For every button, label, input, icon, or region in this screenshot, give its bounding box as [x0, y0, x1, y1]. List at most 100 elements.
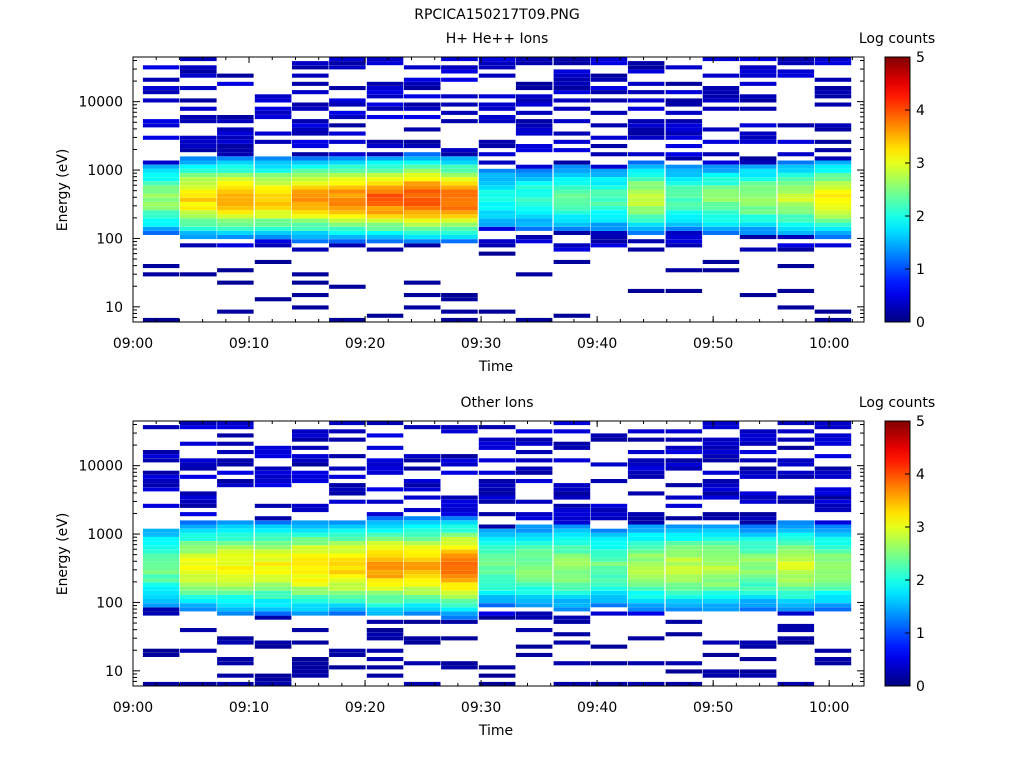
heatmap-cell — [478, 65, 516, 70]
heatmap-cell — [627, 152, 665, 157]
heatmap-cell — [739, 235, 777, 240]
heatmap-cell — [739, 181, 777, 186]
heatmap-cell — [254, 570, 292, 575]
heatmap-cell — [553, 528, 591, 533]
heatmap-cell — [665, 168, 703, 173]
heatmap-cell — [366, 235, 404, 240]
heatmap-cell — [739, 532, 777, 537]
heatmap-cell — [142, 565, 180, 570]
heatmap-cell — [739, 553, 777, 558]
panel-h-he-ions: H+ He++ Ions 09:00 09:10 09:20 09:30 09:40 09… — [55, 31, 935, 375]
heatmap-cell — [329, 218, 366, 223]
heatmap-cell — [254, 98, 292, 103]
heatmap-cell — [553, 181, 591, 186]
heatmap-cell — [553, 495, 591, 500]
heatmap-cell — [814, 437, 852, 442]
heatmap-cell — [403, 516, 441, 521]
heatmap-cell — [142, 222, 180, 227]
heatmap-cell — [702, 652, 740, 657]
heatmap-cell — [665, 586, 703, 591]
y-axis-label: Energy (eV) — [55, 149, 71, 232]
heatmap-cell — [702, 421, 740, 426]
heatmap-cell — [553, 193, 591, 198]
heatmap-cell — [478, 73, 516, 78]
heatmap-cell — [366, 139, 404, 144]
heatmap-cell — [515, 123, 553, 128]
heatmap-cell — [329, 466, 366, 471]
heatmap-cell — [366, 657, 404, 662]
heatmap-cell — [814, 499, 852, 504]
heatmap-cell — [366, 565, 404, 570]
heatmap-cell — [180, 86, 217, 91]
heatmap-cell — [292, 520, 329, 525]
heatmap-cell — [515, 466, 553, 471]
heatmap-cell — [590, 235, 628, 240]
heatmap-cell — [329, 586, 366, 591]
heatmap-cell — [627, 168, 665, 173]
heatmap-cell — [478, 590, 516, 595]
x-tick-label: 09:40 — [577, 700, 617, 716]
heatmap-cell — [142, 561, 180, 566]
y-tick-label: 10000 — [78, 95, 123, 111]
heatmap-cell — [627, 586, 665, 591]
heatmap-cell — [478, 553, 516, 558]
heatmap-cell — [292, 272, 329, 277]
heatmap-cell — [441, 297, 478, 302]
heatmap-cell — [329, 243, 366, 248]
heatmap-cell — [254, 160, 292, 165]
heatmap-cell — [627, 532, 665, 537]
heatmap-cell — [292, 594, 329, 599]
heatmap-cell — [142, 553, 180, 558]
heatmap-cell — [814, 570, 852, 575]
heatmap-cell — [627, 561, 665, 566]
heatmap-cell — [739, 458, 777, 463]
heatmap-cells — [142, 421, 852, 686]
heatmap-cell — [254, 239, 292, 244]
heatmap-cell — [627, 545, 665, 550]
heatmap-cell — [702, 214, 740, 219]
heatmap-cell — [254, 259, 292, 264]
heatmap-cell — [515, 239, 553, 244]
heatmap-cell — [217, 144, 254, 149]
heatmap-cell — [478, 495, 516, 500]
heatmap-cell — [590, 90, 628, 95]
heatmap-cell — [366, 189, 404, 194]
heatmap-cell — [292, 214, 329, 219]
heatmap-cell — [777, 243, 815, 248]
heatmap-cell — [814, 181, 852, 186]
heatmap-cell — [590, 144, 628, 149]
heatmap-cell — [777, 545, 815, 550]
heatmap-cell — [403, 168, 441, 173]
heatmap-cell — [292, 508, 329, 513]
heatmap-cell — [665, 599, 703, 604]
heatmap-cell — [217, 561, 254, 566]
heatmap-cell — [403, 81, 441, 86]
y-tick-label: 1000 — [87, 163, 123, 179]
heatmap-cell — [478, 561, 516, 566]
heatmap-cell — [553, 520, 591, 525]
heatmap-cell — [180, 681, 217, 686]
heatmap-cell — [254, 226, 292, 231]
heatmap-cell — [702, 445, 740, 450]
heatmap-cell — [590, 243, 628, 248]
heatmap-cell — [217, 172, 254, 177]
heatmap-cell — [292, 549, 329, 554]
heatmap-cell — [777, 181, 815, 186]
heatmap-cell — [142, 181, 180, 186]
heatmap-cell — [292, 181, 329, 186]
heatmap-cell — [515, 197, 553, 202]
heatmap-cell — [217, 661, 254, 666]
heatmap-cell — [441, 110, 478, 115]
heatmap-cell — [777, 197, 815, 202]
heatmap-cell — [739, 437, 777, 442]
heatmap-cell — [180, 106, 217, 111]
heatmap-cell — [329, 541, 366, 546]
heatmap-cell — [665, 495, 703, 500]
heatmap-cell — [515, 536, 553, 541]
heatmap-cell — [217, 636, 254, 641]
heatmap-cell — [590, 661, 628, 666]
heatmap-cell — [478, 102, 516, 107]
heatmap-cell — [142, 603, 180, 608]
heatmap-cell — [329, 222, 366, 227]
colorbar-tick-label: 2 — [916, 573, 925, 589]
